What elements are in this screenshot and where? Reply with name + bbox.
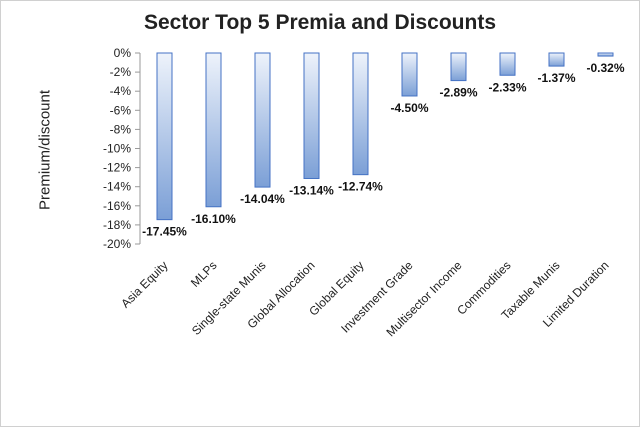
- y-tick-label: -14%: [103, 180, 131, 194]
- x-category-label: Asia Equity: [118, 258, 170, 310]
- bar: [401, 52, 418, 97]
- bars: [156, 52, 614, 221]
- y-tick-label: -10%: [103, 142, 131, 156]
- bar: [548, 52, 565, 67]
- y-tick-label: -8%: [110, 122, 132, 136]
- y-tick-label: -6%: [110, 103, 132, 117]
- bar: [156, 52, 173, 221]
- bar: [450, 52, 467, 82]
- bar-data-label: -0.32%: [586, 61, 624, 75]
- y-tick-label: -12%: [103, 161, 131, 175]
- bar: [352, 52, 369, 176]
- bar: [254, 52, 271, 188]
- bar-data-label: -1.37%: [537, 71, 575, 85]
- bar-data-label: -17.45%: [142, 225, 187, 239]
- y-tick-label: -18%: [103, 218, 131, 232]
- chart-title: Sector Top 5 Premia and Discounts: [143, 11, 497, 34]
- y-tick-label: -16%: [103, 199, 131, 213]
- y-tick-label: 0%: [114, 46, 132, 60]
- data-labels: -17.45% -16.10% -14.04% -13.14% -12.74% -4.50…: [142, 61, 625, 239]
- bar-data-label: -2.33%: [488, 80, 526, 94]
- bar-data-label: -16.10%: [191, 212, 236, 226]
- y-axis-ticks: 0% -2% -4% -6% -8% -10% -12% -14% -16% -18% -20%: [103, 46, 140, 251]
- bar-data-label: -12.74%: [338, 180, 383, 194]
- bar: [303, 52, 320, 179]
- bar: [597, 52, 614, 57]
- bar: [499, 52, 516, 76]
- y-tick-label: -2%: [110, 65, 132, 79]
- bar: [205, 52, 222, 208]
- bar-data-label: -14.04%: [240, 192, 285, 206]
- bar-data-label: -4.50%: [390, 101, 428, 115]
- bar-data-label: -13.14%: [289, 183, 334, 197]
- y-tick-label: -20%: [103, 237, 131, 251]
- bar-data-label: -2.89%: [439, 86, 477, 100]
- x-category-label: MLPs: [188, 258, 220, 290]
- y-tick-label: -4%: [110, 84, 132, 98]
